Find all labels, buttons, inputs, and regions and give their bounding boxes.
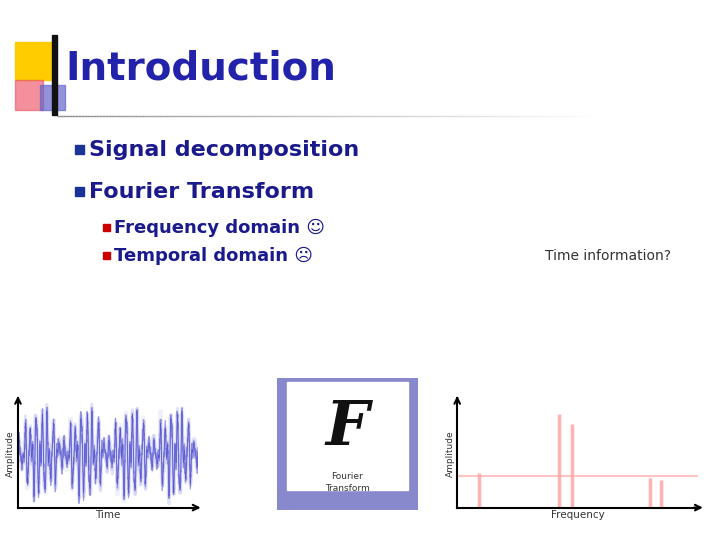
X-axis label: Frequency: Frequency <box>551 510 605 521</box>
Text: F: F <box>325 399 369 458</box>
Text: Frequency domain ☺: Frequency domain ☺ <box>114 219 325 237</box>
Bar <box>52 35 57 115</box>
Text: Introduction: Introduction <box>65 49 336 87</box>
Bar <box>15 42 53 80</box>
X-axis label: Time: Time <box>95 510 121 521</box>
Bar <box>40 85 65 110</box>
Text: Temporal domain ☹: Temporal domain ☹ <box>114 247 313 265</box>
Text: Fourier
Transform: Fourier Transform <box>325 472 370 492</box>
Bar <box>75 145 84 154</box>
Y-axis label: Amplitude: Amplitude <box>446 430 454 477</box>
Bar <box>287 382 408 490</box>
Text: Fourier Transform: Fourier Transform <box>89 182 314 202</box>
Bar <box>15 80 43 110</box>
Bar <box>75 187 84 196</box>
Text: Time information?: Time information? <box>545 249 671 263</box>
Bar <box>103 224 110 231</box>
Bar <box>103 252 110 259</box>
Text: Signal decomposition: Signal decomposition <box>89 140 359 160</box>
Y-axis label: Amplitude: Amplitude <box>6 430 15 477</box>
